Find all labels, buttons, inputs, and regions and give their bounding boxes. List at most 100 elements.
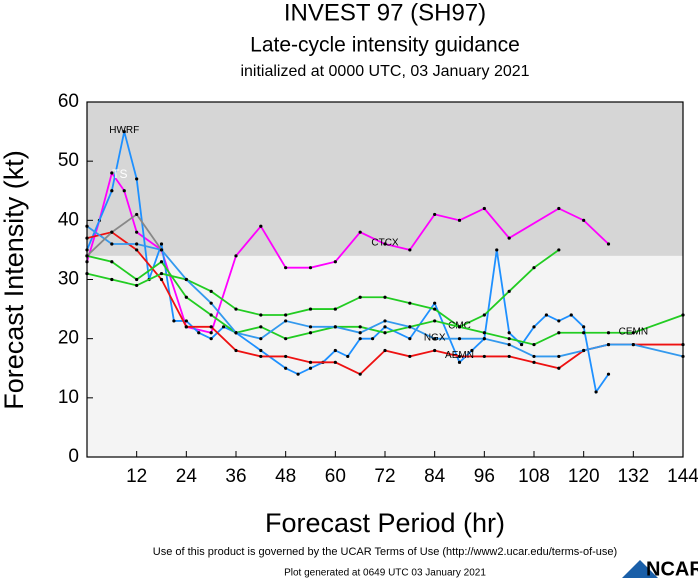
point (457, 337, 462, 341)
point (383, 348, 387, 353)
y-tick-label: 10 (58, 387, 79, 408)
point (631, 331, 635, 335)
point (296, 372, 300, 376)
x-tick-label: 132 (617, 466, 649, 487)
point (259, 224, 263, 228)
y-axis-label: Forecast Intensity (kt) (0, 150, 29, 410)
point (408, 325, 412, 329)
point (333, 348, 337, 353)
point (184, 277, 188, 282)
point (135, 242, 139, 246)
point (159, 248, 164, 252)
x-tick-label: 96 (474, 466, 495, 487)
point (259, 348, 263, 353)
point (234, 254, 238, 258)
x-tick-label: 108 (518, 466, 550, 487)
point (135, 177, 139, 181)
point (358, 295, 362, 299)
point (135, 277, 139, 282)
point (408, 248, 412, 252)
point (557, 331, 561, 335)
y-tick-label: 20 (58, 328, 79, 349)
x-tick-label: 48 (275, 466, 296, 487)
point (308, 360, 313, 364)
point (284, 337, 288, 341)
point (184, 325, 188, 329)
point (308, 325, 313, 329)
point (358, 331, 362, 335)
point (284, 266, 288, 270)
point (383, 295, 387, 299)
x-tick-label: 144 (667, 466, 698, 487)
point (383, 242, 387, 246)
point (209, 331, 213, 335)
point (631, 342, 635, 347)
point (234, 331, 238, 335)
point (433, 212, 437, 217)
point (457, 360, 462, 364)
point (308, 266, 313, 270)
point (557, 366, 561, 370)
point (507, 337, 511, 341)
logo: NCAR (622, 558, 698, 580)
point (507, 354, 511, 359)
y-tick-label: 0 (68, 446, 79, 467)
point (495, 248, 499, 252)
point (569, 313, 573, 317)
series-label: AEMN (445, 350, 474, 361)
logo-mark (622, 560, 658, 578)
point (184, 319, 188, 323)
point (135, 248, 139, 252)
point (135, 212, 139, 217)
point (433, 319, 437, 323)
point (557, 248, 561, 252)
point (532, 266, 536, 270)
point (333, 325, 337, 329)
point (259, 313, 263, 317)
point (582, 218, 586, 222)
annotation: TS (112, 167, 127, 181)
point (135, 230, 139, 234)
chart-title: INVEST 97 (SH97) (284, 0, 486, 26)
point (333, 360, 337, 364)
point (234, 307, 238, 311)
point (172, 319, 176, 323)
x-axis-label: Forecast Period (hr) (265, 508, 505, 538)
point (532, 342, 536, 347)
point (110, 171, 114, 175)
logo-text: NCAR (646, 558, 698, 580)
point (457, 218, 462, 222)
init-time: initialized at 0000 UTC, 03 January 2021 (240, 63, 529, 80)
point (482, 337, 486, 341)
x-tick-label: 24 (176, 466, 198, 487)
ts-shade (87, 102, 683, 256)
point (433, 307, 437, 311)
y-tick-label: 50 (58, 150, 79, 171)
point (383, 319, 387, 323)
point (284, 366, 288, 370)
point (159, 242, 164, 246)
point (234, 348, 238, 353)
point (197, 331, 201, 335)
point (606, 342, 611, 347)
point (358, 325, 362, 329)
point (209, 337, 213, 341)
point (582, 331, 586, 335)
point (606, 242, 611, 246)
point (482, 354, 486, 359)
point (209, 301, 213, 305)
point (110, 230, 114, 234)
point (557, 206, 561, 211)
series-line (86, 231, 683, 376)
point (408, 301, 412, 305)
x-tick-label: 60 (325, 466, 346, 487)
generated: Plot generated at 0649 UTC 03 January 20… (284, 568, 486, 579)
point (594, 390, 598, 394)
point (606, 372, 611, 376)
point (259, 325, 263, 329)
point (135, 283, 139, 288)
point (557, 354, 561, 359)
point (358, 372, 362, 376)
x-tick-label: 72 (374, 466, 395, 487)
